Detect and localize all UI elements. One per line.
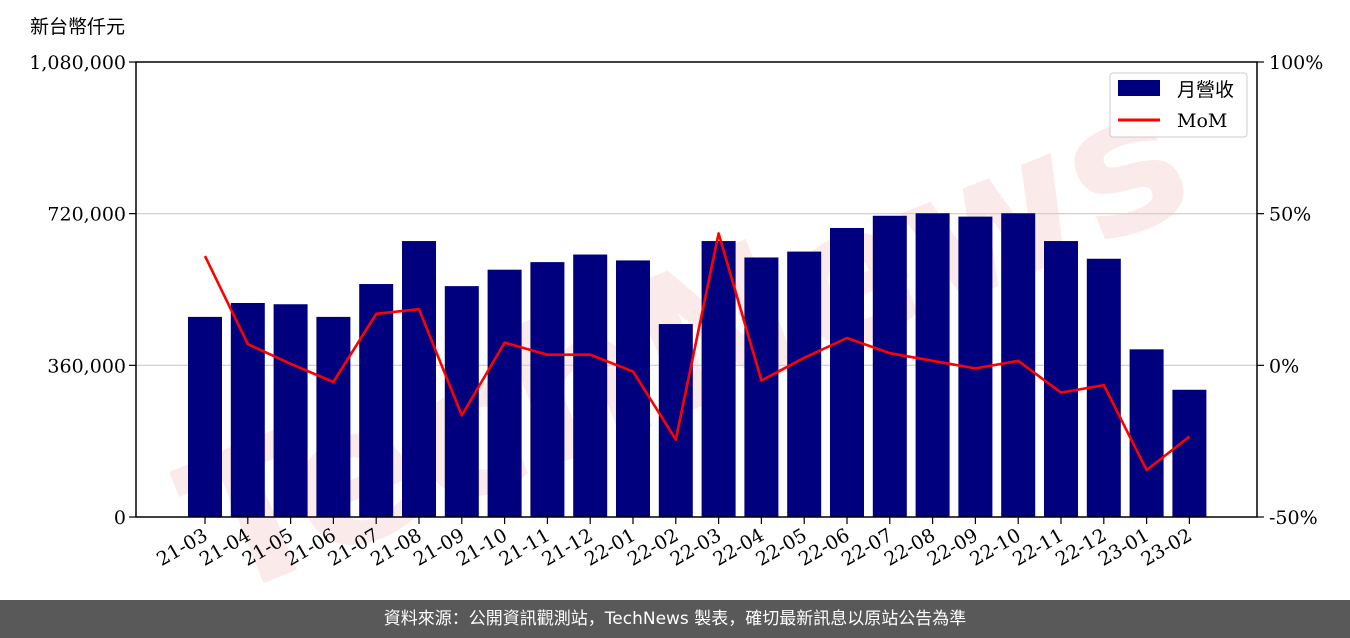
revenue-bar xyxy=(915,213,950,518)
revenue-bar xyxy=(1172,389,1207,517)
revenue-bar xyxy=(744,257,779,517)
right-y-axis: -50% 0% 50% 100% xyxy=(1257,52,1323,529)
revenue-bar xyxy=(230,302,265,517)
right-tick-label: -50% xyxy=(1269,507,1318,529)
left-tick-label: 1,080,000 xyxy=(29,52,126,74)
left-tick-label: 720,000 xyxy=(47,204,126,226)
revenue-bar xyxy=(359,284,394,517)
legend-label-revenue: 月營收 xyxy=(1177,79,1234,101)
x-tick-label: 23-02 xyxy=(1137,524,1195,570)
left-tick-label: 360,000 xyxy=(47,355,126,377)
revenue-bar xyxy=(573,254,608,517)
revenue-bar xyxy=(188,316,222,517)
legend: 月營收 MoM xyxy=(1109,72,1248,138)
revenue-bar xyxy=(830,227,864,518)
revenue-bar xyxy=(872,215,907,518)
revenue-bar xyxy=(530,262,565,517)
mom-series xyxy=(203,232,1191,472)
legend-swatch-revenue xyxy=(1118,80,1160,96)
revenue-bar xyxy=(787,251,822,518)
legend-label-mom: MoM xyxy=(1177,110,1227,132)
right-tick-label: 100% xyxy=(1269,52,1323,74)
left-tick-label: 0 xyxy=(114,507,126,529)
left-y-axis: 0 360,000 720,000 1,080,000 xyxy=(29,52,136,529)
right-tick-label: 50% xyxy=(1269,204,1311,226)
revenue-bar xyxy=(701,241,736,518)
revenue-bar xyxy=(402,241,436,518)
y-axis-unit-label: 新台幣仟元 xyxy=(30,16,125,38)
revenue-bar xyxy=(1001,213,1036,518)
source-footer: 資料來源：公開資訊觀測站，TechNews 製表，確切最新訊息以原站公告為準 xyxy=(0,600,1350,638)
plot-frame xyxy=(135,61,1258,518)
revenue-bar xyxy=(444,286,479,517)
revenue-bar xyxy=(1044,241,1078,518)
revenue-bar xyxy=(316,316,351,517)
bar-series xyxy=(188,213,1207,518)
revenue-bar xyxy=(273,304,308,517)
revenue-bar xyxy=(487,269,522,517)
right-tick-label: 0% xyxy=(1269,355,1299,377)
revenue-chart: TechNews 新台幣仟元 0360,000720,0001,080,000 … xyxy=(29,16,1323,600)
revenue-bar xyxy=(1129,349,1164,517)
mom-line xyxy=(203,232,1191,472)
